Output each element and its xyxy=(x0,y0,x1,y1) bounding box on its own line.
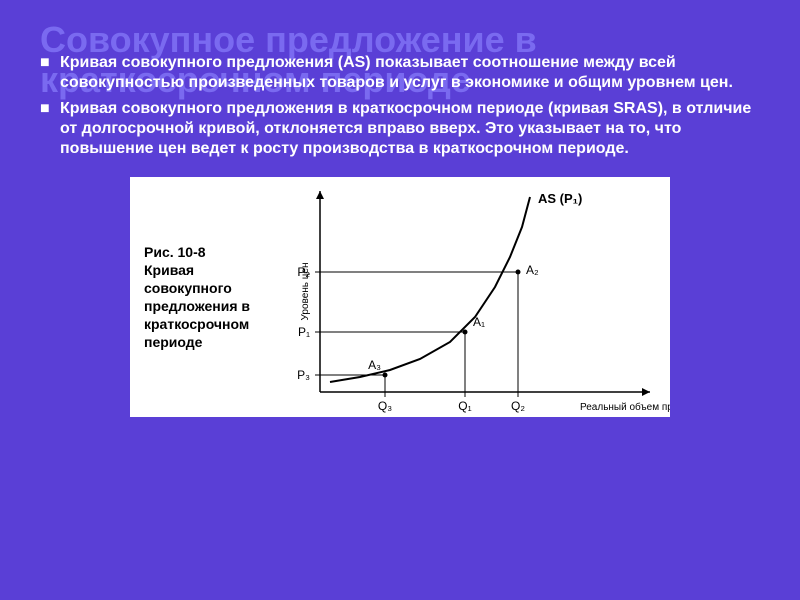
svg-text:P₃: P₃ xyxy=(297,368,310,382)
svg-text:Рис. 10-8: Рис. 10-8 xyxy=(144,244,206,260)
bullet-list: Кривая совокупного предложения (АS) пока… xyxy=(40,53,760,159)
svg-text:P₁: P₁ xyxy=(298,325,310,339)
bullet-item: Кривая совокупного предложения (АS) пока… xyxy=(40,53,760,93)
svg-text:AS (P₁): AS (P₁) xyxy=(538,191,582,206)
svg-text:периоде: периоде xyxy=(144,334,203,350)
svg-text:предложения в: предложения в xyxy=(144,298,250,314)
svg-text:A₃: A₃ xyxy=(368,358,381,372)
svg-text:A₂: A₂ xyxy=(526,263,539,277)
chart-container: Уровень ценРеальный объем производстваAS… xyxy=(130,177,670,417)
svg-text:A₁: A₁ xyxy=(473,315,485,329)
bullet-item: Кривая совокупного предложения в краткос… xyxy=(40,99,760,159)
svg-text:Q₁: Q₁ xyxy=(458,399,471,413)
svg-text:Реальный объем производства: Реальный объем производства xyxy=(580,401,670,413)
svg-text:Кривая: Кривая xyxy=(144,262,194,278)
slide-root: Совокупное предложение в краткосрочном п… xyxy=(0,0,800,600)
svg-text:Q₃: Q₃ xyxy=(378,399,392,413)
svg-text:краткосрочном: краткосрочном xyxy=(144,316,249,332)
as-curve-chart: Уровень ценРеальный объем производстваAS… xyxy=(130,177,670,417)
svg-text:Q₂: Q₂ xyxy=(511,399,525,413)
svg-text:P₂: P₂ xyxy=(297,265,310,279)
svg-text:совокупного: совокупного xyxy=(144,280,232,296)
